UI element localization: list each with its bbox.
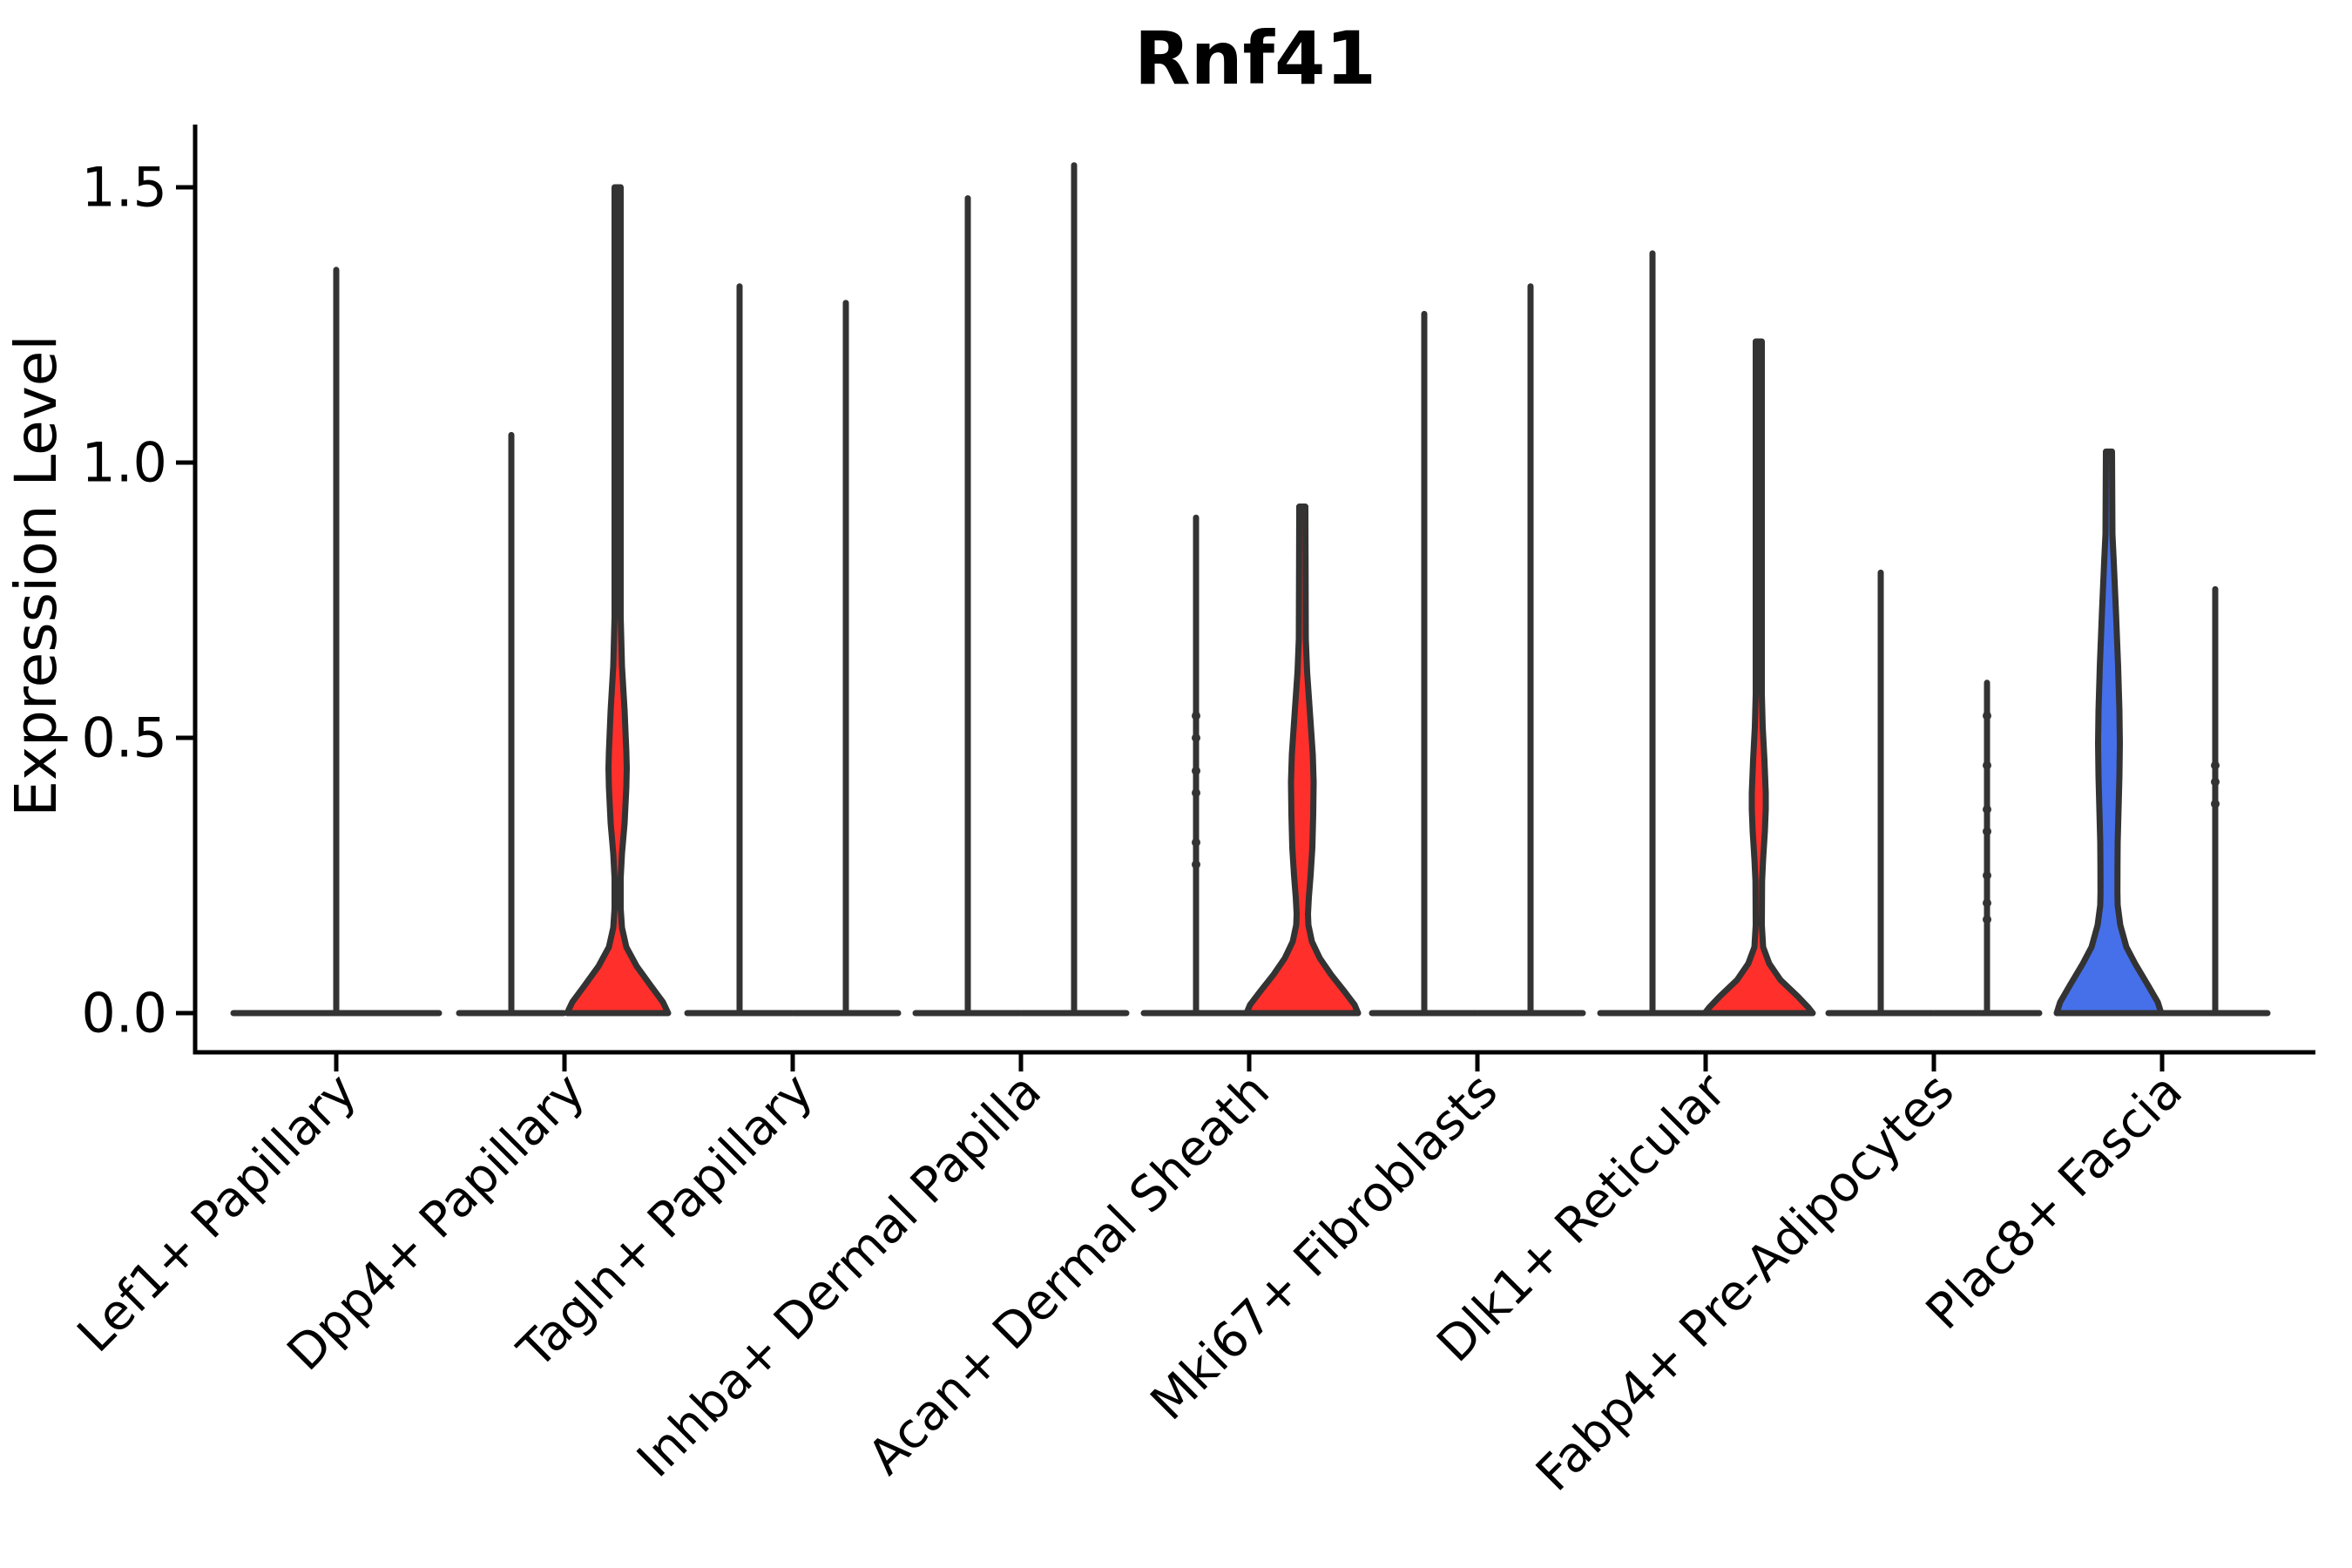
violin-red <box>1243 504 1362 1017</box>
violin-red <box>1701 338 1816 1017</box>
expression-point <box>2211 760 2220 770</box>
x-tick-label: Inhba+ Dermal Papilla <box>626 1063 1052 1489</box>
y-tick-label: 1.0 <box>81 431 167 495</box>
y-axis-label: Expression Level <box>3 335 70 816</box>
expression-point <box>1192 838 1200 848</box>
expression-point <box>1983 871 1991 880</box>
y-tick-label: 0.5 <box>81 706 167 770</box>
plot-title: Rnf41 <box>1134 16 1376 101</box>
expression-point <box>1983 711 1991 720</box>
axes <box>176 125 2315 1071</box>
expression-point <box>1192 733 1200 742</box>
violin-shapes <box>230 162 2271 1017</box>
expression-point <box>1983 898 1991 908</box>
expression-point <box>2211 799 2220 808</box>
violin-red <box>564 184 672 1017</box>
expression-point <box>2211 777 2220 787</box>
expression-point <box>1983 915 1991 924</box>
y-tick-label: 0.0 <box>81 982 167 1045</box>
expression-point <box>1983 827 1991 836</box>
expression-point <box>1983 805 1991 814</box>
expression-point <box>1192 788 1200 798</box>
expression-point <box>1192 860 1200 869</box>
y-tick-label: 1.5 <box>81 156 167 220</box>
violin-blue <box>2053 448 2165 1017</box>
expression-point <box>1192 766 1200 775</box>
x-tick-label: Acan+ Dermal Sheath <box>857 1063 1281 1486</box>
x-tick-labels: Lef1+ Papillary Dpp4+ Papillary Tagln+ P… <box>67 1062 2193 1502</box>
axis-lines <box>193 125 2315 1055</box>
expression-point <box>1192 711 1200 720</box>
expression-point <box>1983 760 1991 770</box>
x-tick-label: Fabp4+ Pre-Adipocytes <box>1525 1063 1965 1503</box>
y-tick-labels: 1.5 1.0 0.5 0.0 <box>81 156 167 1045</box>
